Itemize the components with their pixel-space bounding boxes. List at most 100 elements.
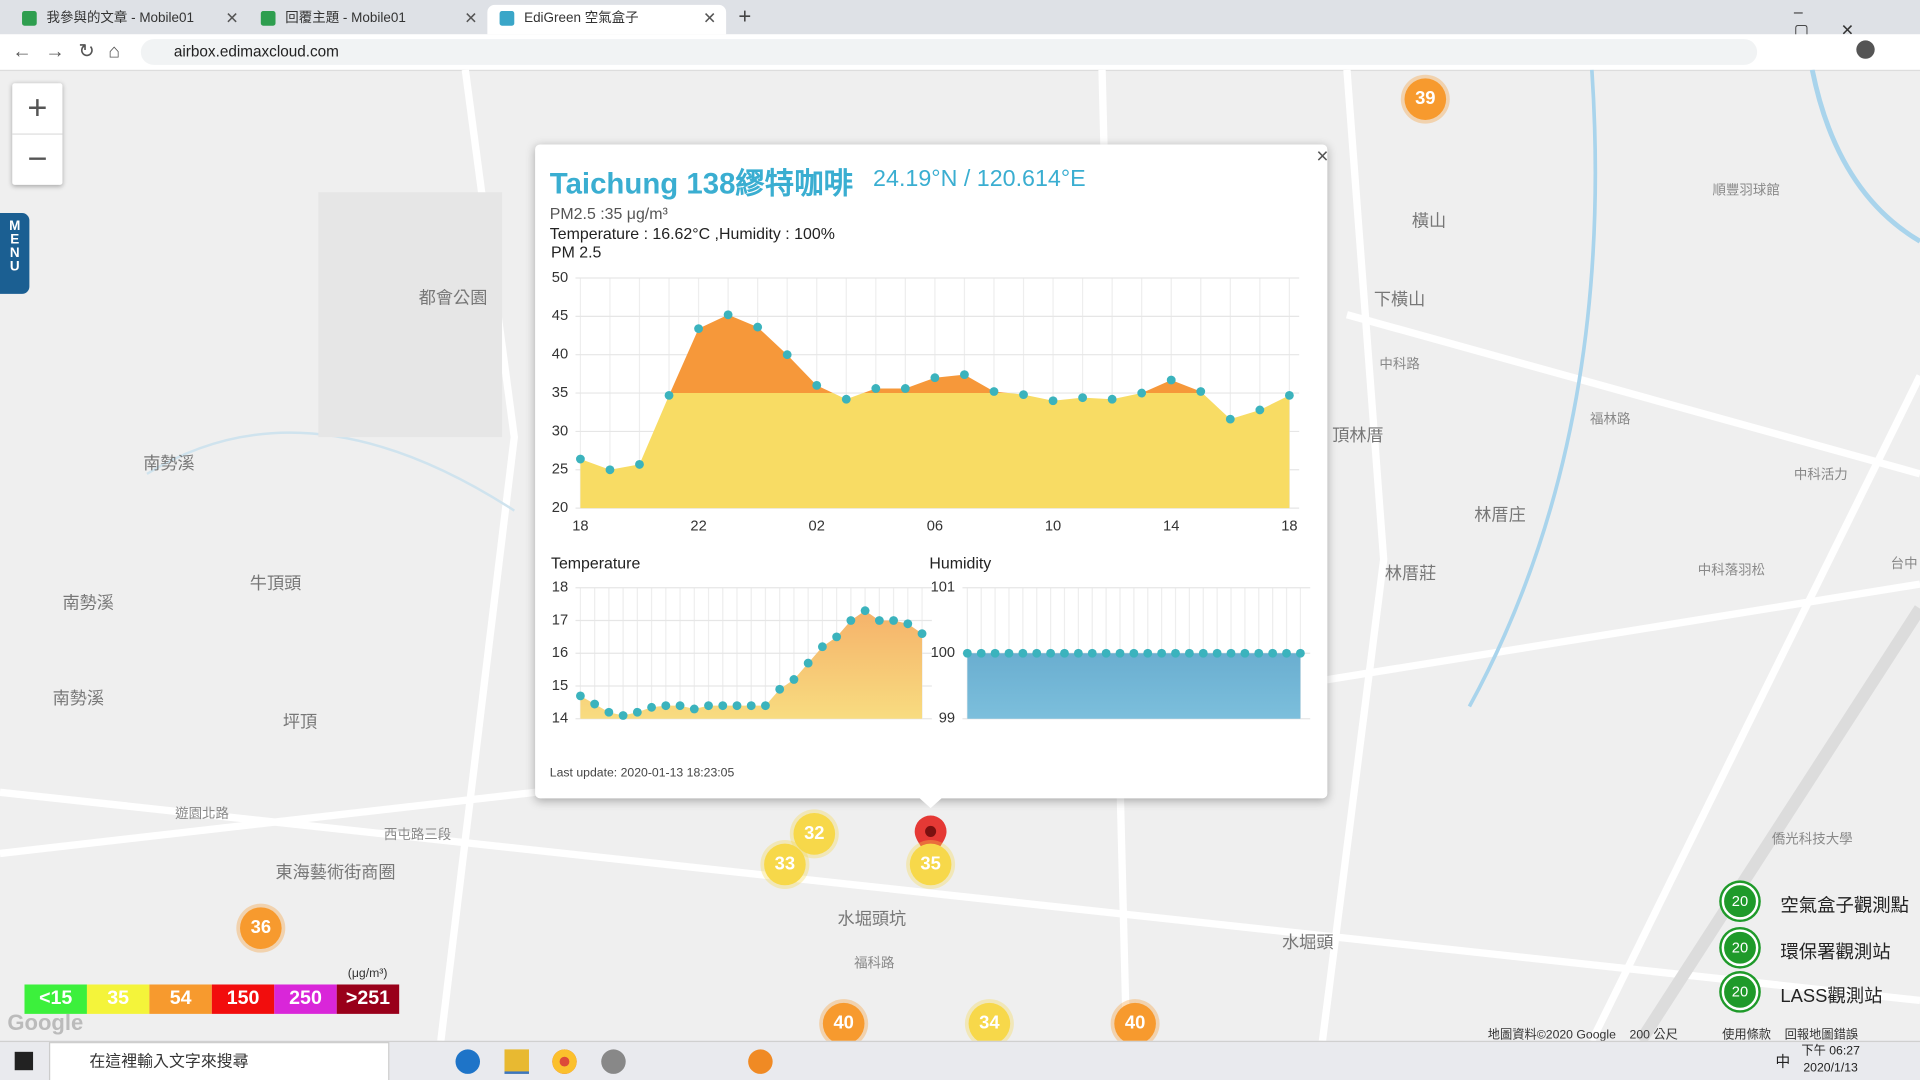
data-point: [990, 648, 1000, 658]
place-label: 牛頂頭: [249, 573, 302, 593]
new-tab[interactable]: +: [738, 3, 752, 29]
footer-item[interactable]: 使用條款: [1722, 1028, 1772, 1043]
data-point: [900, 384, 910, 393]
app-icon[interactable]: [601, 1049, 626, 1074]
place-label: 福林路: [1590, 412, 1631, 428]
url: airbox.edimaxcloud.com: [173, 42, 339, 60]
data-point: [903, 619, 913, 629]
data-point: [618, 711, 628, 720]
station-marker[interactable]: 40: [1114, 1002, 1156, 1045]
data-point: [1240, 648, 1250, 658]
footer-item: 200 公尺: [1629, 1028, 1678, 1043]
tab-title: EdiGreen 空氣盒子: [524, 11, 639, 26]
station-marker[interactable]: 35: [909, 843, 952, 886]
zoom-in[interactable]: +: [12, 83, 63, 135]
data-point: [1296, 648, 1305, 658]
close-button[interactable]: ×: [1316, 144, 1329, 168]
clock[interactable]: 下午 06:27 2020/1/13: [1800, 1043, 1861, 1077]
data-point: [1254, 648, 1264, 658]
area-high: [670, 314, 1203, 394]
x-tick-label: 22: [690, 518, 706, 534]
menu-letter: U: [9, 259, 20, 275]
data-point: [1019, 390, 1028, 400]
popup-pointer: [918, 797, 943, 809]
app-icon[interactable]: [455, 1049, 480, 1074]
chart-title: Humidity: [929, 556, 991, 573]
info-popup: Taichung 138繆特咖啡 24.19°N / 120.614°E × P…: [535, 144, 1329, 809]
google-logo: Google: [7, 1010, 84, 1035]
road: [1318, 69, 1388, 1041]
place-label: 都會公園: [418, 287, 488, 308]
y-tick-label: 40: [552, 347, 568, 363]
data-point: [1226, 648, 1236, 658]
park: [318, 192, 503, 438]
data-point: [1225, 414, 1235, 424]
pin-icon: [914, 815, 947, 863]
data-point: [874, 616, 884, 625]
station-marker[interactable]: 36: [240, 907, 282, 949]
place-label: 南勢溪: [143, 453, 195, 473]
place-label: 水堀頭: [1282, 931, 1334, 952]
data-point: [732, 701, 742, 711]
tab-close[interactable]: ✕: [225, 8, 239, 27]
tab-title: 回覆主題 - Mobile01: [285, 11, 406, 26]
data-point: [1032, 648, 1042, 658]
selected-pin[interactable]: [912, 814, 949, 863]
data-point: [1048, 396, 1058, 406]
nav-buttons[interactable]: ←→↻⌂: [12, 41, 134, 63]
tab[interactable]: 回覆主題 - Mobile01 ✕: [249, 5, 488, 34]
station-marker[interactable]: 40: [822, 1002, 865, 1045]
station-type: 空氣盒子觀測點: [1780, 895, 1909, 917]
data-point: [846, 616, 856, 625]
station-coords: 24.19°N / 120.614°E: [873, 166, 1086, 193]
search-box[interactable]: 在這裡輸入文字來搜尋: [48, 1042, 390, 1080]
address-bar: ←→↻⌂ airbox.edimaxcloud.com: [0, 34, 1920, 72]
ime-indicator[interactable]: 中: [1775, 1053, 1791, 1071]
x-tick-label: 10: [1045, 518, 1061, 534]
station-marker[interactable]: 34: [968, 1002, 1011, 1045]
y-tick-label: 17: [552, 612, 568, 628]
data-point: [718, 701, 728, 711]
x-tick-label: 14: [1163, 518, 1179, 534]
y-tick-label: 50: [552, 270, 568, 286]
start-button[interactable]: [14, 1051, 34, 1071]
place-label: 福科路: [854, 956, 895, 972]
menu-letter: N: [9, 246, 20, 261]
tab-close[interactable]: ✕: [464, 8, 478, 27]
map-footer: 地圖資料©2020 Google 200 公尺 使用條款 回報地圖錯誤: [1488, 1024, 1858, 1042]
tab-close[interactable]: ✕: [702, 8, 717, 27]
place-label: 頂林厝: [1332, 424, 1384, 445]
legend-swatch: >251: [336, 984, 400, 1014]
x-tick-label: 18: [1281, 518, 1297, 534]
data-point: [1073, 648, 1083, 658]
y-tick-label: 35: [552, 385, 568, 401]
tab[interactable]: EdiGreen 空氣盒子 ✕: [487, 4, 727, 35]
app-icon[interactable]: [504, 1049, 529, 1074]
menu-button[interactable]: M E N U: [0, 213, 30, 294]
place-label: 僑光科技大學: [1771, 832, 1853, 848]
data-point: [689, 704, 699, 714]
app-icon[interactable]: [552, 1049, 577, 1074]
url-field[interactable]: airbox.edimaxcloud.com: [140, 39, 1758, 65]
data-point: [789, 675, 799, 684]
station-icon: 20: [1721, 882, 1759, 920]
station-marker[interactable]: 39: [1404, 78, 1447, 120]
data-point: [1157, 648, 1167, 658]
y-tick-label: 20: [552, 500, 568, 516]
data-point: [1115, 648, 1125, 658]
data-point: [1166, 375, 1176, 385]
place-label: 下橫山: [1373, 288, 1426, 309]
profile[interactable]: [1856, 40, 1875, 59]
y-tick-label: 15: [552, 678, 568, 694]
x-tick-label: 06: [927, 518, 943, 534]
footer-item[interactable]: 回報地圖錯誤: [1784, 1028, 1859, 1043]
menu-letter: M: [9, 219, 21, 234]
data-point: [930, 373, 940, 383]
tab[interactable]: 我參與的文章 - Mobile01 ✕: [10, 5, 249, 34]
data-point: [604, 707, 614, 717]
map: 牛頂頭 坪頂 南勢溪 南勢溪 南勢溪 都會公園 東海藝術街商圈 橫山 下橫山 頂林厝 林厝庄 林厝莊水…: [0, 69, 1920, 1045]
app-icon[interactable]: [748, 1049, 773, 1074]
station-marker[interactable]: 32: [793, 813, 836, 855]
zoom-out[interactable]: −: [27, 139, 48, 178]
station-marker[interactable]: 33: [764, 843, 806, 886]
